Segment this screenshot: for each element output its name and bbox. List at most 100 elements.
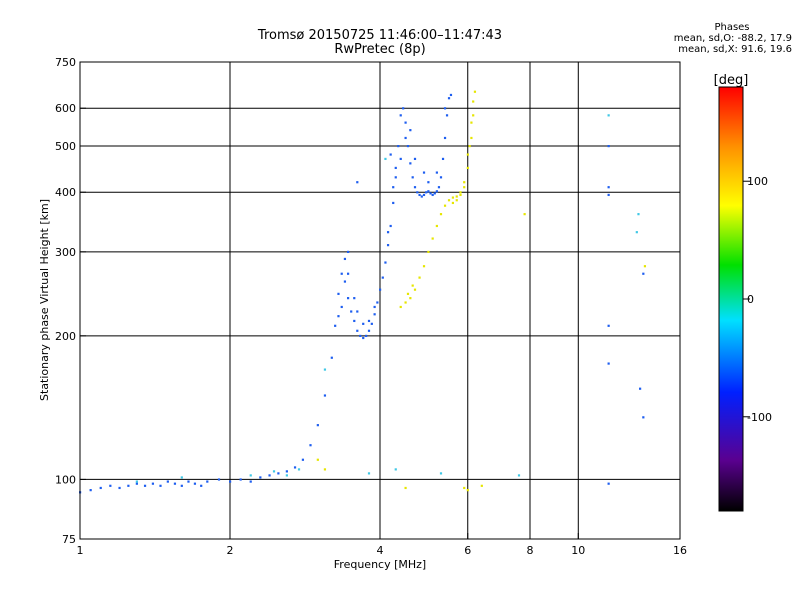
data-point <box>180 476 183 479</box>
grid-lines <box>80 62 680 539</box>
data-point <box>384 261 387 264</box>
y-tick-label: 100 <box>55 473 76 486</box>
data-point <box>427 181 430 184</box>
data-point <box>340 305 343 309</box>
data-point <box>397 144 400 148</box>
data-point <box>427 190 430 193</box>
chart-title: Tromsø 20150725 11:46:00–11:47:43 <box>257 28 503 43</box>
data-point <box>447 97 451 100</box>
data-point <box>416 191 419 194</box>
data-point <box>409 129 412 132</box>
data-point <box>309 444 312 447</box>
data-point <box>394 166 397 170</box>
data-point <box>635 231 638 234</box>
data-points <box>79 90 647 494</box>
data-point <box>323 368 327 371</box>
data-point <box>337 315 340 318</box>
data-point <box>394 176 397 179</box>
data-point <box>356 181 359 184</box>
data-point <box>472 100 475 103</box>
data-point <box>173 482 177 485</box>
data-point <box>418 276 421 279</box>
data-point <box>350 310 353 313</box>
data-point <box>399 114 402 117</box>
x-tick-label: 1 <box>77 544 84 557</box>
x-axis-label: Frequency [MHz] <box>334 558 426 571</box>
data-point <box>455 199 458 202</box>
data-point <box>422 193 426 197</box>
data-point <box>362 322 365 325</box>
data-point <box>422 265 426 268</box>
data-point <box>435 171 438 174</box>
data-point <box>89 489 92 492</box>
data-point <box>229 480 232 483</box>
colorbar-ticks: 100 0 -100 <box>743 175 772 424</box>
data-point <box>180 484 183 487</box>
phase-stats-o: mean, sd,O: -88.2, 17.9 <box>673 33 792 44</box>
data-point <box>470 121 473 124</box>
colorbar-tick-label: 100 <box>747 175 768 188</box>
data-point <box>200 484 203 487</box>
data-point <box>404 121 407 124</box>
x-tick-label: 2 <box>227 544 234 557</box>
data-point <box>323 468 327 471</box>
phase-stats-x: mean, sd,X: 91.6, 19.6 <box>678 44 792 55</box>
data-point <box>187 480 190 483</box>
data-point <box>409 162 412 165</box>
data-point <box>365 334 368 338</box>
data-point <box>356 329 359 332</box>
colorbar-label: [deg] <box>714 73 749 88</box>
data-point <box>449 93 453 97</box>
data-point <box>343 257 347 261</box>
x-tick-label: 16 <box>673 544 687 557</box>
phase-stats: Phases mean, sd,O: -88.2, 17.9 mean, sd,… <box>592 22 792 55</box>
data-point <box>607 186 610 189</box>
data-point <box>413 288 417 291</box>
data-point <box>277 472 280 475</box>
data-point <box>346 250 350 254</box>
data-point <box>135 482 138 485</box>
data-point <box>316 424 319 427</box>
data-point <box>386 231 390 234</box>
data-point <box>435 224 438 228</box>
data-point <box>159 484 162 487</box>
data-point <box>459 193 462 197</box>
data-point <box>386 244 390 247</box>
y-tick-label: 200 <box>55 330 76 343</box>
data-point <box>389 224 392 228</box>
data-point <box>330 356 333 359</box>
y-tick-label: 500 <box>55 140 76 153</box>
data-point <box>480 484 483 487</box>
y-tick-label: 75 <box>62 533 76 546</box>
data-point <box>517 474 521 477</box>
data-point <box>402 107 405 110</box>
data-point <box>418 193 421 197</box>
data-point <box>459 191 462 194</box>
data-point <box>439 176 443 179</box>
data-point <box>463 181 466 184</box>
data-point <box>99 486 102 490</box>
data-point <box>193 482 197 485</box>
data-point <box>607 362 610 365</box>
y-tick-label: 600 <box>55 102 76 115</box>
data-point <box>268 474 271 477</box>
data-point <box>346 297 350 300</box>
y-tick-label: 400 <box>55 186 76 199</box>
data-point <box>420 195 423 198</box>
data-point <box>367 472 371 475</box>
data-point <box>272 470 276 473</box>
data-point <box>399 305 402 309</box>
data-point <box>433 192 436 195</box>
data-point <box>118 486 121 490</box>
data-point <box>642 272 645 275</box>
x-tick-label: 8 <box>527 544 534 557</box>
data-point <box>409 297 412 300</box>
data-point <box>285 470 288 473</box>
data-point <box>437 186 441 189</box>
data-point <box>285 474 288 477</box>
data-point <box>392 186 395 189</box>
data-point <box>404 136 407 140</box>
data-point <box>367 329 371 332</box>
data-point <box>166 480 169 483</box>
